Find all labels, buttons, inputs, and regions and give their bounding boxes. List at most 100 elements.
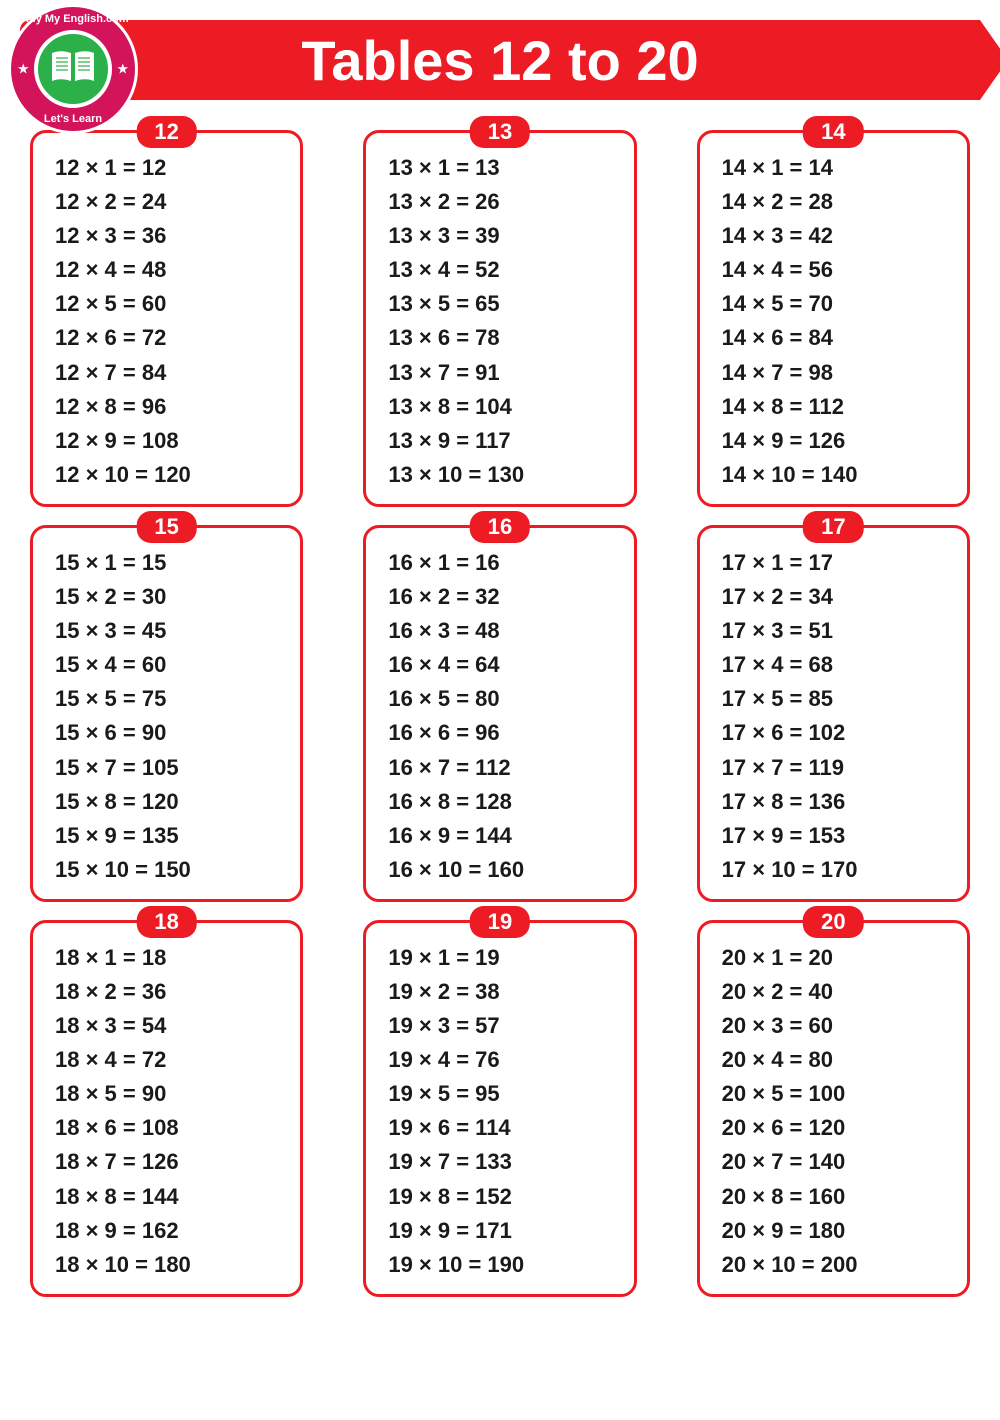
table-row: 12 × 1 = 12 <box>55 151 286 185</box>
table-row: 16 × 9 = 144 <box>388 819 619 853</box>
table-badge: 19 <box>470 906 530 938</box>
table-row: 12 × 6 = 72 <box>55 321 286 355</box>
table-card-13: 1313 × 1 = 1313 × 2 = 2613 × 3 = 3913 × … <box>363 130 636 507</box>
table-card-14: 1414 × 1 = 1414 × 2 = 2814 × 3 = 4214 × … <box>697 130 970 507</box>
table-row: 17 × 2 = 34 <box>722 580 953 614</box>
table-row: 19 × 4 = 76 <box>388 1043 619 1077</box>
logo-text-bottom: Let's Learn <box>44 113 102 125</box>
table-box: 16 × 1 = 1616 × 2 = 3216 × 3 = 4816 × 4 … <box>363 525 636 902</box>
table-row: 18 × 3 = 54 <box>55 1009 286 1043</box>
table-row: 16 × 10 = 160 <box>388 853 619 887</box>
table-row: 12 × 8 = 96 <box>55 390 286 424</box>
table-row: 14 × 8 = 112 <box>722 390 953 424</box>
table-row: 20 × 9 = 180 <box>722 1214 953 1248</box>
table-box: 13 × 1 = 1313 × 2 = 2613 × 3 = 3913 × 4 … <box>363 130 636 507</box>
table-row: 13 × 8 = 104 <box>388 390 619 424</box>
table-box: 14 × 1 = 1414 × 2 = 2814 × 3 = 4214 × 4 … <box>697 130 970 507</box>
table-box: 15 × 1 = 1515 × 2 = 3015 × 3 = 4515 × 4 … <box>30 525 303 902</box>
table-row: 15 × 10 = 150 <box>55 853 286 887</box>
table-row: 13 × 2 = 26 <box>388 185 619 219</box>
table-card-12: 1212 × 1 = 1212 × 2 = 2412 × 3 = 3612 × … <box>30 130 303 507</box>
table-box: 20 × 1 = 2020 × 2 = 4020 × 3 = 6020 × 4 … <box>697 920 970 1297</box>
table-box: 12 × 1 = 1212 × 2 = 2412 × 3 = 3612 × 4 … <box>30 130 303 507</box>
table-row: 20 × 7 = 140 <box>722 1145 953 1179</box>
table-row: 12 × 10 = 120 <box>55 458 286 492</box>
table-row: 15 × 5 = 75 <box>55 682 286 716</box>
table-badge: 16 <box>470 511 530 543</box>
table-row: 18 × 4 = 72 <box>55 1043 286 1077</box>
table-row: 18 × 10 = 180 <box>55 1248 286 1282</box>
table-row: 19 × 2 = 38 <box>388 975 619 1009</box>
table-row: 17 × 10 = 170 <box>722 853 953 887</box>
table-row: 20 × 6 = 120 <box>722 1111 953 1145</box>
logo-star-left: ★ <box>17 61 30 78</box>
table-box: 19 × 1 = 1919 × 2 = 3819 × 3 = 5719 × 4 … <box>363 920 636 1297</box>
table-row: 19 × 9 = 171 <box>388 1214 619 1248</box>
table-row: 19 × 7 = 133 <box>388 1145 619 1179</box>
table-row: 13 × 6 = 78 <box>388 321 619 355</box>
table-row: 15 × 9 = 135 <box>55 819 286 853</box>
table-row: 17 × 8 = 136 <box>722 785 953 819</box>
table-row: 20 × 8 = 160 <box>722 1180 953 1214</box>
table-row: 17 × 4 = 68 <box>722 648 953 682</box>
table-row: 12 × 3 = 36 <box>55 219 286 253</box>
table-row: 13 × 1 = 13 <box>388 151 619 185</box>
table-row: 18 × 6 = 108 <box>55 1111 286 1145</box>
table-box: 17 × 1 = 1717 × 2 = 3417 × 3 = 5117 × 4 … <box>697 525 970 902</box>
book-icon <box>50 49 96 90</box>
table-card-17: 1717 × 1 = 1717 × 2 = 3417 × 3 = 5117 × … <box>697 525 970 902</box>
table-row: 13 × 3 = 39 <box>388 219 619 253</box>
brand-logo: Only My English.com ★ ★ Let's Learn <box>8 4 138 134</box>
table-row: 16 × 6 = 96 <box>388 716 619 750</box>
table-row: 12 × 4 = 48 <box>55 253 286 287</box>
table-card-15: 1515 × 1 = 1515 × 2 = 3015 × 3 = 4515 × … <box>30 525 303 902</box>
table-row: 15 × 6 = 90 <box>55 716 286 750</box>
table-row: 13 × 7 = 91 <box>388 356 619 390</box>
table-row: 14 × 9 = 126 <box>722 424 953 458</box>
table-row: 19 × 6 = 114 <box>388 1111 619 1145</box>
table-box: 18 × 1 = 1818 × 2 = 3618 × 3 = 5418 × 4 … <box>30 920 303 1297</box>
table-card-18: 1818 × 1 = 1818 × 2 = 3618 × 3 = 5418 × … <box>30 920 303 1297</box>
logo-star-right: ★ <box>116 61 129 78</box>
table-row: 15 × 7 = 105 <box>55 751 286 785</box>
table-row: 13 × 4 = 52 <box>388 253 619 287</box>
table-row: 13 × 9 = 117 <box>388 424 619 458</box>
table-row: 15 × 2 = 30 <box>55 580 286 614</box>
table-row: 17 × 6 = 102 <box>722 716 953 750</box>
table-row: 20 × 1 = 20 <box>722 941 953 975</box>
table-row: 16 × 4 = 64 <box>388 648 619 682</box>
logo-inner-circle <box>34 30 112 108</box>
table-row: 16 × 2 = 32 <box>388 580 619 614</box>
table-row: 17 × 9 = 153 <box>722 819 953 853</box>
tables-grid: 1212 × 1 = 1212 × 2 = 2412 × 3 = 3612 × … <box>0 110 1000 1307</box>
table-row: 16 × 5 = 80 <box>388 682 619 716</box>
table-badge: 18 <box>136 906 196 938</box>
table-row: 15 × 8 = 120 <box>55 785 286 819</box>
table-row: 18 × 7 = 126 <box>55 1145 286 1179</box>
table-card-16: 1616 × 1 = 1616 × 2 = 3216 × 3 = 4816 × … <box>363 525 636 902</box>
table-row: 17 × 7 = 119 <box>722 751 953 785</box>
table-row: 15 × 4 = 60 <box>55 648 286 682</box>
table-row: 12 × 9 = 108 <box>55 424 286 458</box>
table-row: 14 × 2 = 28 <box>722 185 953 219</box>
table-row: 17 × 1 = 17 <box>722 546 953 580</box>
table-row: 16 × 7 = 112 <box>388 751 619 785</box>
table-row: 14 × 10 = 140 <box>722 458 953 492</box>
table-badge: 13 <box>470 116 530 148</box>
table-row: 13 × 10 = 130 <box>388 458 619 492</box>
table-row: 16 × 1 = 16 <box>388 546 619 580</box>
logo-outer-circle: Only My English.com ★ ★ Let's Learn <box>8 4 138 134</box>
table-row: 17 × 3 = 51 <box>722 614 953 648</box>
table-row: 16 × 3 = 48 <box>388 614 619 648</box>
table-row: 16 × 8 = 128 <box>388 785 619 819</box>
table-row: 19 × 3 = 57 <box>388 1009 619 1043</box>
table-row: 13 × 5 = 65 <box>388 287 619 321</box>
table-row: 20 × 10 = 200 <box>722 1248 953 1282</box>
table-row: 14 × 3 = 42 <box>722 219 953 253</box>
table-row: 18 × 9 = 162 <box>55 1214 286 1248</box>
table-row: 18 × 5 = 90 <box>55 1077 286 1111</box>
table-row: 19 × 10 = 190 <box>388 1248 619 1282</box>
table-card-19: 1919 × 1 = 1919 × 2 = 3819 × 3 = 5719 × … <box>363 920 636 1297</box>
table-row: 12 × 5 = 60 <box>55 287 286 321</box>
table-row: 14 × 4 = 56 <box>722 253 953 287</box>
